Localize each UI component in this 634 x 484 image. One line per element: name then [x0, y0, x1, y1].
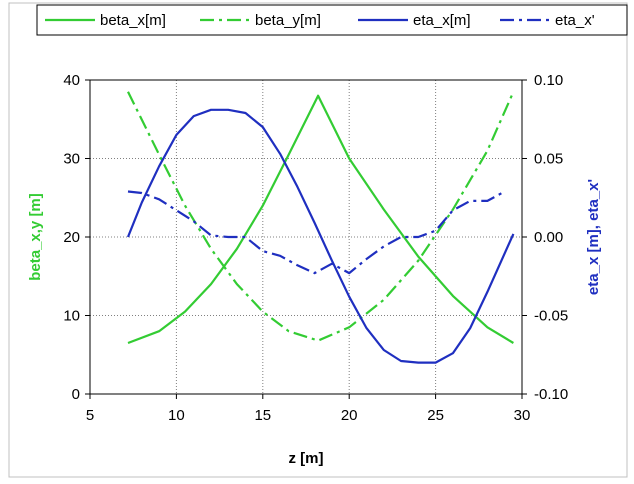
- gridlines: [90, 80, 522, 394]
- x-tick-label: 30: [514, 407, 531, 424]
- x-axis-ticks: 5 10 15 20 25 30: [86, 394, 531, 424]
- legend-label: eta_x': [555, 12, 595, 29]
- x-tick-label: 5: [86, 407, 94, 424]
- y2-tick-label: 0.00: [534, 229, 563, 246]
- y2-tick-label: -0.10: [534, 386, 568, 403]
- y-tick-label: 20: [63, 229, 80, 246]
- x-axis-title: z [m]: [289, 450, 324, 467]
- legend-label: beta_y[m]: [255, 12, 321, 29]
- series-line: [127, 91, 515, 342]
- legend-label: beta_x[m]: [100, 12, 166, 29]
- y2-tick-label: -0.05: [534, 308, 568, 325]
- series-line: [127, 190, 506, 275]
- y2-tick-label: 0.10: [534, 72, 563, 89]
- x-tick-label: 25: [427, 407, 444, 424]
- y-tick-label: 10: [63, 308, 80, 325]
- y2-axis-title: eta_x [m], eta_x': [585, 179, 602, 295]
- y-axis-title: beta_x,y [m]: [27, 193, 44, 281]
- y-tick-label: 30: [63, 151, 80, 168]
- legend-label: eta_x[m]: [413, 12, 471, 29]
- y2-tick-label: 0.05: [534, 151, 563, 168]
- series-layer: [126, 91, 515, 364]
- y-axis-ticks: 0 10 20 30 40: [63, 72, 90, 403]
- x-tick-label: 20: [341, 407, 358, 424]
- y-tick-label: 0: [72, 386, 80, 403]
- legend: beta_x[m] beta_y[m] eta_x[m] eta_x': [45, 12, 595, 29]
- x-tick-label: 10: [168, 407, 185, 424]
- x-tick-label: 15: [254, 407, 271, 424]
- series-line: [127, 94, 514, 345]
- series-line: [126, 108, 515, 364]
- y-tick-label: 40: [63, 72, 80, 89]
- y2-axis-ticks: -0.10 -0.05 0.00 0.05 0.10: [522, 72, 568, 403]
